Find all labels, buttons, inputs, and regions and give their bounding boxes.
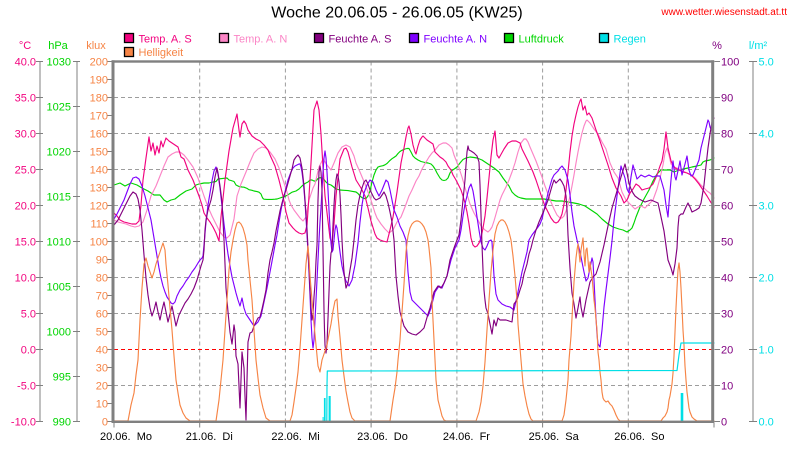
svg-text:-5.0: -5.0 <box>17 381 36 393</box>
svg-text:10: 10 <box>96 399 108 411</box>
svg-text:70: 70 <box>721 165 733 177</box>
svg-text:3.0: 3.0 <box>759 201 774 213</box>
svg-text:5.0: 5.0 <box>759 57 774 69</box>
svg-text:80: 80 <box>721 129 733 141</box>
svg-text:35.0: 35.0 <box>15 93 36 105</box>
svg-text:30: 30 <box>721 309 733 321</box>
svg-text:25.0: 25.0 <box>15 165 36 177</box>
svg-text:20: 20 <box>721 345 733 357</box>
svg-text:-10.0: -10.0 <box>11 417 36 429</box>
svg-text:2.0: 2.0 <box>759 273 774 285</box>
svg-text:995: 995 <box>53 372 71 384</box>
svg-text:90: 90 <box>96 255 108 267</box>
svg-text:100: 100 <box>721 57 739 69</box>
svg-text:10.0: 10.0 <box>15 273 36 285</box>
svg-text:190: 190 <box>90 75 108 87</box>
svg-text:Regen: Regen <box>614 34 646 46</box>
svg-text:24.06. Fr: 24.06. Fr <box>443 431 490 443</box>
svg-text:30: 30 <box>96 363 108 375</box>
svg-text:Temp. A. N: Temp. A. N <box>234 34 288 46</box>
svg-text:60: 60 <box>721 201 733 213</box>
svg-text:50: 50 <box>721 237 733 249</box>
svg-text:170: 170 <box>90 111 108 123</box>
svg-text:130: 130 <box>90 183 108 195</box>
svg-text:180: 180 <box>90 93 108 105</box>
svg-text:1030: 1030 <box>47 57 71 69</box>
svg-text:l/m²: l/m² <box>749 40 768 52</box>
svg-text:160: 160 <box>90 129 108 141</box>
svg-text:140: 140 <box>90 165 108 177</box>
svg-text:40: 40 <box>96 345 108 357</box>
svg-text:1015: 1015 <box>47 192 71 204</box>
svg-text:Feuchte A. N: Feuchte A. N <box>424 34 488 46</box>
svg-text:Helligkeit: Helligkeit <box>139 47 184 59</box>
svg-text:22.06. Mi: 22.06. Mi <box>271 431 319 443</box>
svg-text:1025: 1025 <box>47 102 71 114</box>
svg-text:80: 80 <box>96 273 108 285</box>
svg-text:10: 10 <box>721 381 733 393</box>
svg-text:www.wetter.wiesenstadt.at.tt: www.wetter.wiesenstadt.at.tt <box>660 7 787 18</box>
svg-text:50: 50 <box>96 327 108 339</box>
svg-text:°C: °C <box>19 40 31 52</box>
svg-text:100: 100 <box>90 237 108 249</box>
svg-text:150: 150 <box>90 147 108 159</box>
svg-text:hPa: hPa <box>48 40 68 52</box>
svg-text:15.0: 15.0 <box>15 237 36 249</box>
svg-text:20.0: 20.0 <box>15 201 36 213</box>
svg-text:klux: klux <box>86 40 106 52</box>
svg-text:70: 70 <box>96 291 108 303</box>
svg-text:1.0: 1.0 <box>759 345 774 357</box>
svg-text:120: 120 <box>90 201 108 213</box>
svg-text:20: 20 <box>96 381 108 393</box>
svg-text:Luftdruck: Luftdruck <box>519 34 565 46</box>
svg-text:5.0: 5.0 <box>21 309 36 321</box>
svg-text:0.0: 0.0 <box>759 417 774 429</box>
svg-text:4.0: 4.0 <box>759 129 774 141</box>
svg-text:1010: 1010 <box>47 237 71 249</box>
svg-text:60: 60 <box>96 309 108 321</box>
svg-text:0: 0 <box>102 417 108 429</box>
svg-text:0: 0 <box>721 417 727 429</box>
svg-text:21.06. Di: 21.06. Di <box>186 431 233 443</box>
svg-text:40.0: 40.0 <box>15 57 36 69</box>
svg-text:20.06. Mo: 20.06. Mo <box>100 431 152 443</box>
svg-text:200: 200 <box>90 57 108 69</box>
svg-text:40: 40 <box>721 273 733 285</box>
svg-text:25.06. Sa: 25.06. Sa <box>529 431 580 443</box>
svg-text:0.0: 0.0 <box>21 345 36 357</box>
svg-text:90: 90 <box>721 93 733 105</box>
svg-text:Woche 20.06.05 - 26.06.05 (KW2: Woche 20.06.05 - 26.06.05 (KW25) <box>271 5 522 22</box>
svg-text:30.0: 30.0 <box>15 129 36 141</box>
svg-text:1000: 1000 <box>47 327 71 339</box>
svg-text:26.06. So: 26.06. So <box>614 431 664 443</box>
svg-text:110: 110 <box>90 219 108 231</box>
svg-text:990: 990 <box>53 417 71 429</box>
svg-text:%: % <box>712 40 722 52</box>
svg-text:1020: 1020 <box>47 147 71 159</box>
svg-text:Temp. A. S: Temp. A. S <box>139 34 192 46</box>
svg-text:1005: 1005 <box>47 282 71 294</box>
svg-text:23.06. Do: 23.06. Do <box>357 431 408 443</box>
svg-text:Feuchte A. S: Feuchte A. S <box>329 34 392 46</box>
